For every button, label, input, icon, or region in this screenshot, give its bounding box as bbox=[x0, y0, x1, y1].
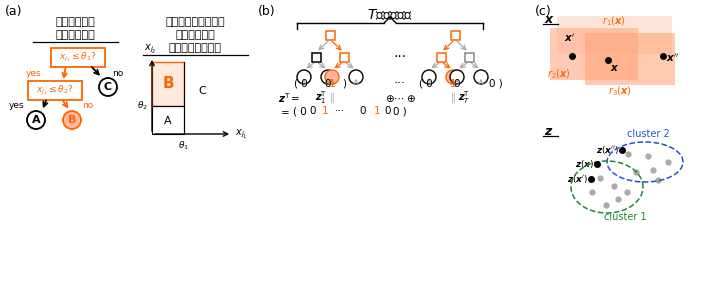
Bar bbox=[451, 30, 459, 39]
Text: $\boldsymbol{x}''$: $\boldsymbol{x}''$ bbox=[666, 52, 679, 64]
Text: $x_{j_1} \leq \theta_1?$: $x_{j_1} \leq \theta_1?$ bbox=[59, 51, 97, 64]
Text: $\boldsymbol{z}(\boldsymbol{x}')$: $\boldsymbol{z}(\boldsymbol{x}')$ bbox=[567, 173, 588, 185]
Text: $\boldsymbol{z}_1^\mathrm{T}$: $\boldsymbol{z}_1^\mathrm{T}$ bbox=[315, 90, 327, 106]
Text: 特徴量空間上: 特徴量空間上 bbox=[175, 30, 215, 40]
Text: $\boldsymbol{z}_T^\mathrm{T}$: $\boldsymbol{z}_T^\mathrm{T}$ bbox=[458, 90, 471, 106]
Text: $=$: $=$ bbox=[278, 106, 290, 116]
Text: １本の決定木による: １本の決定木による bbox=[165, 17, 225, 27]
Bar bbox=[464, 53, 474, 62]
Text: yes: yes bbox=[9, 102, 24, 110]
Text: $\boldsymbol{z}(\boldsymbol{x}'')$: $\boldsymbol{z}(\boldsymbol{x}'')$ bbox=[596, 144, 619, 156]
Bar bbox=[585, 33, 675, 85]
Circle shape bbox=[321, 70, 335, 84]
Bar bbox=[557, 16, 672, 54]
Text: B: B bbox=[68, 115, 76, 125]
Text: $x_{j_2} \leq \theta_2?$: $x_{j_2} \leq \theta_2?$ bbox=[36, 84, 74, 97]
Text: ‖: ‖ bbox=[451, 93, 455, 103]
Bar bbox=[152, 62, 184, 106]
Text: (c): (c) bbox=[535, 5, 552, 18]
Circle shape bbox=[99, 78, 117, 96]
Text: 0: 0 bbox=[385, 106, 391, 116]
Text: C: C bbox=[198, 86, 206, 96]
Bar bbox=[339, 53, 349, 62]
Text: ···: ··· bbox=[393, 50, 407, 64]
Text: 決定木による: 決定木による bbox=[55, 17, 95, 27]
Text: でのパターン割当: でのパターン割当 bbox=[168, 43, 222, 53]
Text: $\boldsymbol{z}(\boldsymbol{x})$: $\boldsymbol{z}(\boldsymbol{x})$ bbox=[574, 158, 594, 170]
Text: ( 0: ( 0 bbox=[294, 79, 307, 89]
Text: 0 ): 0 ) bbox=[393, 106, 407, 116]
Text: $\theta_2$: $\theta_2$ bbox=[137, 100, 148, 112]
Circle shape bbox=[63, 111, 81, 129]
Text: no: no bbox=[82, 102, 93, 110]
Text: 1: 1 bbox=[373, 106, 381, 116]
Bar bbox=[312, 53, 320, 62]
Text: ···: ··· bbox=[394, 77, 406, 91]
Circle shape bbox=[450, 70, 464, 84]
Text: $\oplus\cdots\oplus$: $\oplus\cdots\oplus$ bbox=[385, 93, 415, 103]
Circle shape bbox=[474, 70, 488, 84]
Text: 0: 0 bbox=[310, 106, 316, 116]
Text: $r_2(\boldsymbol{x})$: $r_2(\boldsymbol{x})$ bbox=[547, 67, 571, 81]
Text: $\boldsymbol{z}^\mathrm{T} =$: $\boldsymbol{z}^\mathrm{T} =$ bbox=[278, 91, 300, 105]
Circle shape bbox=[325, 70, 339, 84]
Text: (b): (b) bbox=[258, 5, 275, 18]
Text: パターン分類: パターン分類 bbox=[55, 30, 95, 40]
Text: C: C bbox=[104, 82, 112, 92]
Text: ‖: ‖ bbox=[329, 93, 334, 103]
Text: B: B bbox=[162, 77, 174, 91]
Text: ): ) bbox=[342, 79, 346, 89]
Text: $\boldsymbol{x}'$: $\boldsymbol{x}'$ bbox=[564, 32, 576, 44]
Text: A: A bbox=[32, 115, 40, 125]
Text: no: no bbox=[112, 69, 124, 79]
Text: cluster 1: cluster 1 bbox=[604, 212, 646, 222]
Text: yes: yes bbox=[26, 69, 41, 79]
Text: 1: 1 bbox=[449, 79, 457, 89]
Text: $\boldsymbol{x}$: $\boldsymbol{x}$ bbox=[610, 63, 619, 73]
Text: $x_{j_1}$: $x_{j_1}$ bbox=[235, 128, 248, 140]
Bar bbox=[325, 30, 334, 39]
Circle shape bbox=[446, 70, 460, 84]
Text: $\boldsymbol{x}$: $\boldsymbol{x}$ bbox=[544, 13, 555, 26]
Text: $\theta_1$: $\theta_1$ bbox=[178, 139, 190, 152]
Text: 1: 1 bbox=[329, 79, 335, 89]
Circle shape bbox=[422, 70, 436, 84]
Text: 0: 0 bbox=[454, 79, 460, 89]
Circle shape bbox=[297, 70, 311, 84]
Text: $\boldsymbol{z}$: $\boldsymbol{z}$ bbox=[544, 125, 553, 138]
Text: cluster 2: cluster 2 bbox=[627, 129, 670, 139]
FancyBboxPatch shape bbox=[51, 48, 105, 67]
Text: ( 0: ( 0 bbox=[419, 79, 433, 89]
Text: $T$本の決定木: $T$本の決定木 bbox=[367, 7, 413, 22]
Text: A: A bbox=[164, 116, 172, 126]
Bar bbox=[437, 53, 445, 62]
Text: 0 ): 0 ) bbox=[489, 79, 503, 89]
Text: ···: ··· bbox=[335, 106, 345, 116]
Circle shape bbox=[349, 70, 363, 84]
Text: $r_1(\boldsymbol{x})$: $r_1(\boldsymbol{x})$ bbox=[602, 14, 626, 28]
Text: ( 0: ( 0 bbox=[293, 106, 307, 116]
Circle shape bbox=[27, 111, 45, 129]
Text: 0: 0 bbox=[324, 79, 332, 89]
Text: $x_{j_2}$: $x_{j_2}$ bbox=[144, 42, 156, 55]
Text: (a): (a) bbox=[5, 5, 23, 18]
Bar bbox=[550, 28, 638, 80]
FancyBboxPatch shape bbox=[28, 81, 82, 100]
Text: 0: 0 bbox=[360, 106, 366, 116]
Text: $r_3(\boldsymbol{x})$: $r_3(\boldsymbol{x})$ bbox=[608, 84, 632, 98]
Text: 1: 1 bbox=[322, 106, 328, 116]
Bar bbox=[152, 106, 184, 134]
